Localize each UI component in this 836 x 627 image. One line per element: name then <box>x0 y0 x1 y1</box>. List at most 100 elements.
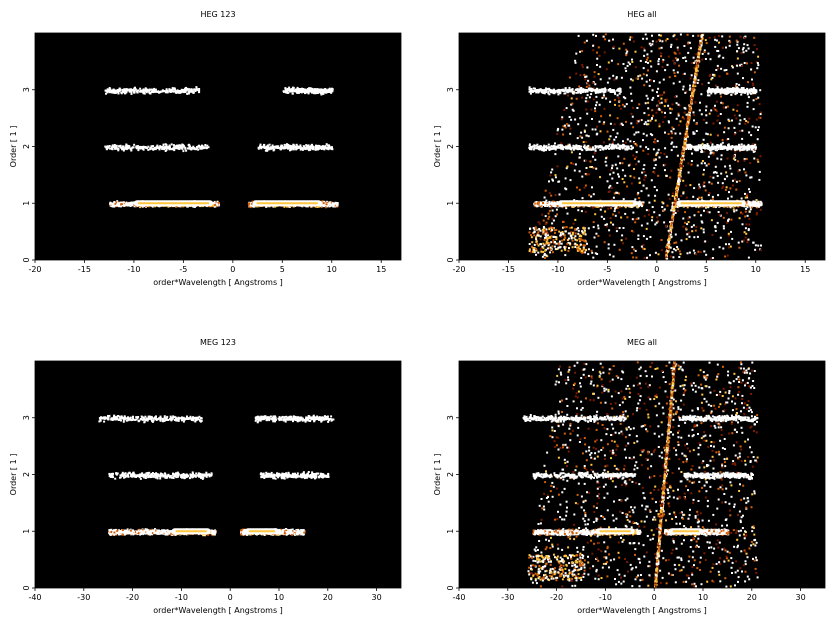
heatmap-cell <box>643 54 646 57</box>
heatmap-cell <box>751 78 753 81</box>
heatmap-cell <box>709 133 712 136</box>
heatmap-cell <box>565 188 568 191</box>
heatmap-cell <box>643 47 646 50</box>
heatmap-cell <box>137 147 140 150</box>
panel-2: HEG all-20 -15 -10 -5 0 5 10 150123order*Wavele… <box>433 10 826 287</box>
heatmap-cell <box>711 233 714 236</box>
heatmap-cell <box>204 144 207 146</box>
heatmap-cell <box>616 94 619 97</box>
heatmap-cell <box>316 206 319 208</box>
heatmap-cell <box>620 239 623 242</box>
heatmap-cell <box>303 88 306 91</box>
heatmap-cell <box>693 214 696 217</box>
heatmap-cell <box>604 33 607 36</box>
heatmap-cell <box>615 230 618 233</box>
heatmap-cell <box>569 127 572 130</box>
heatmap-cell <box>584 76 587 78</box>
heatmap-cell <box>268 143 271 146</box>
heatmap-cell <box>730 230 732 233</box>
heatmap-cell <box>595 95 598 98</box>
heatmap-cell <box>544 234 547 236</box>
heatmap-cell <box>651 40 654 43</box>
heatmap-cell <box>683 72 686 75</box>
heatmap-cell <box>596 125 599 128</box>
heatmap-cell <box>586 242 588 245</box>
heatmap-cell <box>585 39 588 42</box>
heatmap-cell <box>709 151 712 154</box>
heatmap-cell <box>286 205 288 208</box>
heatmap-cell <box>125 201 128 204</box>
heatmap-cell <box>147 145 150 148</box>
heatmap-cell <box>693 61 696 64</box>
heatmap-cell <box>671 251 674 254</box>
heatmap-cell <box>709 141 712 144</box>
heatmap-cell <box>613 138 616 141</box>
heatmap-cell <box>678 52 681 55</box>
heatmap-cell <box>179 144 182 147</box>
heatmap-cell <box>114 145 117 148</box>
heatmap-cell <box>596 51 598 54</box>
heatmap-cell <box>578 170 581 173</box>
heatmap-cell <box>671 126 674 129</box>
heatmap-cell <box>310 88 313 91</box>
heatmap-cell <box>533 243 536 246</box>
heatmap-cell <box>321 204 324 207</box>
heatmap-cell <box>552 236 555 238</box>
heatmap-cell <box>595 232 598 235</box>
heatmap-cell <box>674 57 677 60</box>
heatmap-cell <box>643 178 646 181</box>
heatmap-cell <box>653 199 656 202</box>
heatmap-cell <box>738 217 741 220</box>
heatmap-cell <box>645 94 648 97</box>
heatmap-cell <box>757 64 760 67</box>
heatmap-cell <box>139 87 142 90</box>
heatmap-cell <box>698 109 701 112</box>
heatmap-cell <box>129 202 132 204</box>
heatmap-cell <box>717 211 720 213</box>
heatmap-cell <box>594 213 597 216</box>
heatmap-cell <box>115 147 117 150</box>
heatmap-cell <box>668 197 671 200</box>
heatmap-cell <box>632 40 635 43</box>
heatmap-cell <box>708 112 711 115</box>
heatmap-cell <box>631 229 633 232</box>
heatmap-cell <box>603 51 606 54</box>
heatmap-cell <box>664 39 667 42</box>
heatmap-cell <box>674 95 677 98</box>
heatmap-cell <box>662 60 664 63</box>
heatmap-cell <box>564 177 567 180</box>
heatmap-cell <box>108 147 111 150</box>
heatmap-cell <box>695 226 698 228</box>
heatmap-cell <box>605 97 608 100</box>
heatmap-cell <box>653 171 656 174</box>
heatmap-cell <box>583 186 586 189</box>
x-tick-label: -20 <box>28 265 41 274</box>
heatmap-cell <box>293 145 296 148</box>
heatmap-cell <box>694 229 697 232</box>
heatmap-cell <box>752 99 755 102</box>
heatmap-cell <box>749 208 752 211</box>
heatmap-cell <box>249 202 252 205</box>
heatmap-cell <box>643 215 646 218</box>
heatmap-cell <box>735 209 738 212</box>
heatmap-cell <box>151 205 154 208</box>
heatmap-cell <box>657 94 660 97</box>
heatmap-cell <box>637 131 640 134</box>
heatmap-cell <box>576 186 578 189</box>
heatmap-cell <box>646 256 648 259</box>
heatmap-cell <box>149 146 152 149</box>
heatmap-cell <box>650 79 653 82</box>
heatmap-cell <box>744 236 747 239</box>
heatmap-cell <box>302 145 305 148</box>
heatmap-cell <box>161 89 164 92</box>
heatmap-cell <box>739 64 741 67</box>
heatmap-cell <box>656 140 659 143</box>
heatmap-cell <box>598 120 601 123</box>
heatmap-cell <box>737 47 740 50</box>
heatmap-cell <box>655 221 658 224</box>
heatmap-cell <box>596 64 598 66</box>
heatmap-cell <box>594 107 596 110</box>
heatmap-cell <box>689 84 691 87</box>
heatmap-cell <box>742 239 745 242</box>
heatmap-cell <box>119 88 122 91</box>
